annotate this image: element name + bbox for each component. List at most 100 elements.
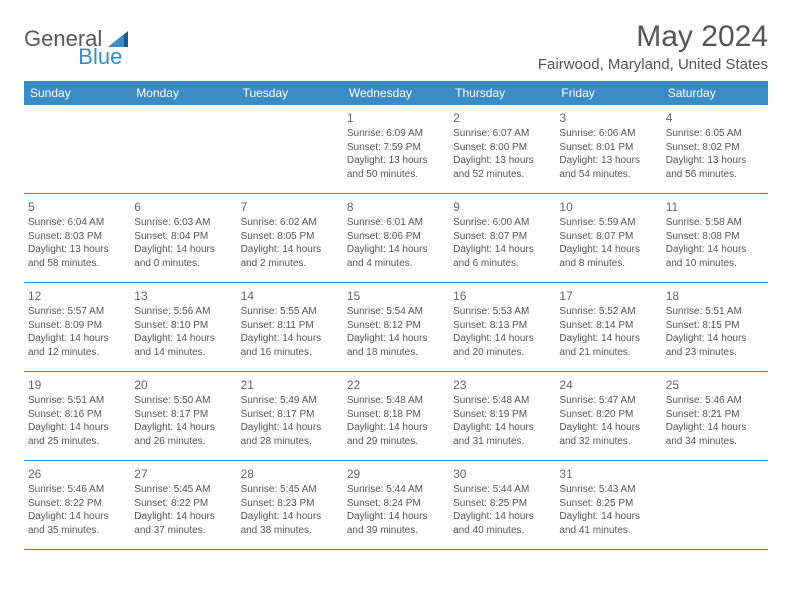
day-info: Sunrise: 5:58 AMSunset: 8:08 PMDaylight:… xyxy=(666,216,764,270)
day-info: Sunrise: 6:05 AMSunset: 8:02 PMDaylight:… xyxy=(666,127,764,181)
day-cell: 6 Sunrise: 6:03 AMSunset: 8:04 PMDaylight… xyxy=(130,198,236,276)
day-number: 27 xyxy=(134,467,232,481)
day-number: 7 xyxy=(241,200,339,214)
day-cell xyxy=(662,465,768,543)
calendar-week: 1 Sunrise: 6:09 AMSunset: 7:59 PMDaylight… xyxy=(24,105,768,194)
day-info: Sunrise: 5:57 AMSunset: 8:09 PMDaylight:… xyxy=(28,305,126,359)
day-number: 6 xyxy=(134,200,232,214)
day-headers-row: SundayMondayTuesdayWednesdayThursdayFrid… xyxy=(24,81,768,105)
day-number: 31 xyxy=(559,467,657,481)
day-header: Monday xyxy=(130,81,236,105)
day-cell: 4Sunrise: 6:05 AMSunset: 8:02 PMDaylight… xyxy=(662,109,768,187)
day-cell: 17 Sunrise: 5:52 AMSunset: 8:14 PMDayligh… xyxy=(555,287,661,365)
day-cell: 30Sunrise: 5:44 AMSunset: 8:25 PMDayligh… xyxy=(449,465,555,543)
day-header: Wednesday xyxy=(343,81,449,105)
calendar-week: 5Sunrise: 6:04 AMSunset: 8:03 PMDaylight… xyxy=(24,194,768,283)
day-info: Sunrise: 5:48 AMSunset: 8:19 PMDaylight:… xyxy=(453,394,551,448)
day-number: 11 xyxy=(666,200,764,214)
day-number: 17 xyxy=(559,289,657,303)
calendar: SundayMondayTuesdayWednesdayThursdayFrid… xyxy=(24,81,768,550)
day-number: 14 xyxy=(241,289,339,303)
calendar-week: 12Sunrise: 5:57 AMSunset: 8:09 PMDayligh… xyxy=(24,283,768,372)
day-number: 22 xyxy=(347,378,445,392)
day-info: Sunrise: 5:43 AMSunset: 8:25 PMDaylight:… xyxy=(559,483,657,537)
day-cell: 29Sunrise: 5:44 AMSunset: 8:24 PMDayligh… xyxy=(343,465,449,543)
day-cell: 21 Sunrise: 5:49 AMSunset: 8:17 PMDayligh… xyxy=(237,376,343,454)
day-cell: 9 Sunrise: 6:00 AMSunset: 8:07 PMDaylight… xyxy=(449,198,555,276)
day-info: Sunrise: 5:56 AMSunset: 8:10 PMDaylight:… xyxy=(134,305,232,359)
day-cell: 31 Sunrise: 5:43 AMSunset: 8:25 PMDayligh… xyxy=(555,465,661,543)
day-info: Sunrise: 5:49 AMSunset: 8:17 PMDaylight:… xyxy=(241,394,339,448)
day-number: 16 xyxy=(453,289,551,303)
day-info: Sunrise: 5:46 AMSunset: 8:21 PMDaylight:… xyxy=(666,394,764,448)
day-cell: 23 Sunrise: 5:48 AMSunset: 8:19 PMDayligh… xyxy=(449,376,555,454)
day-number: 9 xyxy=(453,200,551,214)
day-info: Sunrise: 6:03 AMSunset: 8:04 PMDaylight:… xyxy=(134,216,232,270)
day-number: 8 xyxy=(347,200,445,214)
day-number: 21 xyxy=(241,378,339,392)
day-info: Sunrise: 5:52 AMSunset: 8:14 PMDaylight:… xyxy=(559,305,657,359)
day-cell: 15Sunrise: 5:54 AMSunset: 8:12 PMDayligh… xyxy=(343,287,449,365)
day-number: 10 xyxy=(559,200,657,214)
day-cell: 8 Sunrise: 6:01 AMSunset: 8:06 PMDaylight… xyxy=(343,198,449,276)
day-info: Sunrise: 5:46 AMSunset: 8:22 PMDaylight:… xyxy=(28,483,126,537)
day-info: Sunrise: 5:53 AMSunset: 8:13 PMDaylight:… xyxy=(453,305,551,359)
day-number: 13 xyxy=(134,289,232,303)
day-number: 23 xyxy=(453,378,551,392)
day-header: Sunday xyxy=(24,81,130,105)
day-cell: 28 Sunrise: 5:45 AMSunset: 8:23 PMDayligh… xyxy=(237,465,343,543)
day-info: Sunrise: 6:07 AMSunset: 8:00 PMDaylight:… xyxy=(453,127,551,181)
day-info: Sunrise: 5:51 AMSunset: 8:16 PMDaylight:… xyxy=(28,394,126,448)
day-cell: 19 Sunrise: 5:51 AMSunset: 8:16 PMDayligh… xyxy=(24,376,130,454)
day-header: Friday xyxy=(555,81,661,105)
page-title: May 2024 xyxy=(538,20,768,54)
day-number: 19 xyxy=(28,378,126,392)
day-number: 29 xyxy=(347,467,445,481)
header: General Blue May 2024 Fairwood, Maryland… xyxy=(24,20,768,73)
day-cell: 7 Sunrise: 6:02 AMSunset: 8:05 PMDaylight… xyxy=(237,198,343,276)
day-info: Sunrise: 6:00 AMSunset: 8:07 PMDaylight:… xyxy=(453,216,551,270)
day-cell xyxy=(24,109,130,187)
day-cell: 14 Sunrise: 5:55 AMSunset: 8:11 PMDayligh… xyxy=(237,287,343,365)
day-number: 20 xyxy=(134,378,232,392)
day-info: Sunrise: 5:45 AMSunset: 8:23 PMDaylight:… xyxy=(241,483,339,537)
day-cell: 26Sunrise: 5:46 AMSunset: 8:22 PMDayligh… xyxy=(24,465,130,543)
day-cell: 20Sunrise: 5:50 AMSunset: 8:17 PMDayligh… xyxy=(130,376,236,454)
day-info: Sunrise: 6:02 AMSunset: 8:05 PMDaylight:… xyxy=(241,216,339,270)
day-number: 1 xyxy=(347,111,445,125)
day-cell: 10 Sunrise: 5:59 AMSunset: 8:07 PMDayligh… xyxy=(555,198,661,276)
day-cell: 25 Sunrise: 5:46 AMSunset: 8:21 PMDayligh… xyxy=(662,376,768,454)
day-info: Sunrise: 6:04 AMSunset: 8:03 PMDaylight:… xyxy=(28,216,126,270)
day-info: Sunrise: 5:48 AMSunset: 8:18 PMDaylight:… xyxy=(347,394,445,448)
day-cell: 1 Sunrise: 6:09 AMSunset: 7:59 PMDaylight… xyxy=(343,109,449,187)
calendar-body: 1 Sunrise: 6:09 AMSunset: 7:59 PMDaylight… xyxy=(24,105,768,550)
calendar-week: 19 Sunrise: 5:51 AMSunset: 8:16 PMDayligh… xyxy=(24,372,768,461)
day-cell: 5Sunrise: 6:04 AMSunset: 8:03 PMDaylight… xyxy=(24,198,130,276)
day-cell: 11 Sunrise: 5:58 AMSunset: 8:08 PMDayligh… xyxy=(662,198,768,276)
day-cell: 24Sunrise: 5:47 AMSunset: 8:20 PMDayligh… xyxy=(555,376,661,454)
day-header: Thursday xyxy=(449,81,555,105)
day-cell: 16 Sunrise: 5:53 AMSunset: 8:13 PMDayligh… xyxy=(449,287,555,365)
day-cell: 27Sunrise: 5:45 AMSunset: 8:22 PMDayligh… xyxy=(130,465,236,543)
location-label: Fairwood, Maryland, United States xyxy=(538,56,768,73)
day-cell xyxy=(237,109,343,187)
day-header: Tuesday xyxy=(237,81,343,105)
day-number: 24 xyxy=(559,378,657,392)
day-cell xyxy=(130,109,236,187)
calendar-week: 26Sunrise: 5:46 AMSunset: 8:22 PMDayligh… xyxy=(24,461,768,550)
day-cell: 13 Sunrise: 5:56 AMSunset: 8:10 PMDayligh… xyxy=(130,287,236,365)
day-cell: 22 Sunrise: 5:48 AMSunset: 8:18 PMDayligh… xyxy=(343,376,449,454)
day-info: Sunrise: 6:09 AMSunset: 7:59 PMDaylight:… xyxy=(347,127,445,181)
day-number: 28 xyxy=(241,467,339,481)
logo: General Blue xyxy=(24,20,178,52)
day-number: 18 xyxy=(666,289,764,303)
day-cell: 12Sunrise: 5:57 AMSunset: 8:09 PMDayligh… xyxy=(24,287,130,365)
day-info: Sunrise: 5:59 AMSunset: 8:07 PMDaylight:… xyxy=(559,216,657,270)
day-info: Sunrise: 5:55 AMSunset: 8:11 PMDaylight:… xyxy=(241,305,339,359)
day-info: Sunrise: 6:01 AMSunset: 8:06 PMDaylight:… xyxy=(347,216,445,270)
day-cell: 3Sunrise: 6:06 AMSunset: 8:01 PMDaylight… xyxy=(555,109,661,187)
day-number: 30 xyxy=(453,467,551,481)
logo-text-blue: Blue xyxy=(78,44,122,70)
day-number: 3 xyxy=(559,111,657,125)
day-number: 25 xyxy=(666,378,764,392)
